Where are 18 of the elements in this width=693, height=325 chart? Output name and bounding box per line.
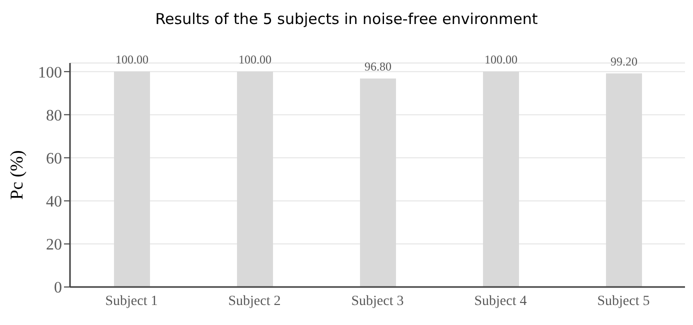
data-label: 100.00 <box>238 52 272 67</box>
data-label: 96.80 <box>364 60 392 74</box>
x-tick-label: Subject 4 <box>474 294 527 309</box>
x-tick-label: Subject 1 <box>105 294 158 309</box>
y-tick-label: 60 <box>46 150 62 168</box>
y-tick-label: 100 <box>38 64 62 82</box>
x-tick-label: Subject 5 <box>597 294 650 309</box>
x-tick-label: Subject 2 <box>228 294 281 309</box>
data-label: 100.00 <box>484 52 518 67</box>
y-tick-label: 20 <box>46 236 62 254</box>
chart-title: Results of the 5 subjects in noise-free environment <box>154 10 539 28</box>
y-tick-label: 40 <box>46 194 62 211</box>
data-label: 99.20 <box>610 54 638 68</box>
y-tick-label: 80 <box>46 107 62 124</box>
data-label: 100.00 <box>116 52 148 67</box>
y-axis-title: Pc (%) <box>6 150 26 200</box>
y-tick-label: 0 <box>54 280 62 297</box>
x-tick-label: Subject 3 <box>351 294 404 309</box>
